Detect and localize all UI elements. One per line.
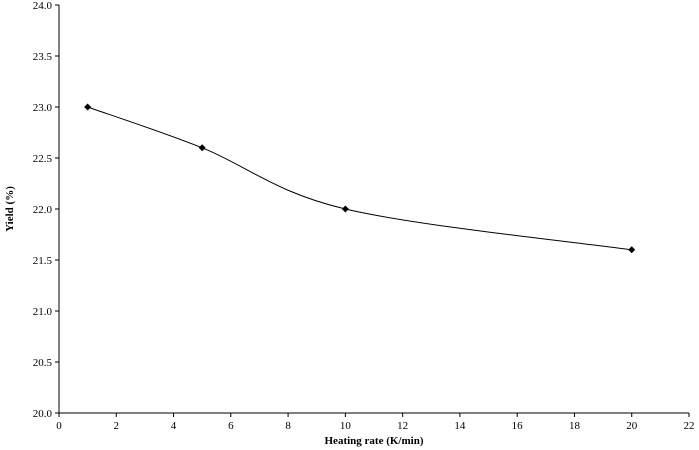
x-axis-ticks: 0 2 4 6 8 10 12 14 16 18 20 22 [56,413,695,432]
x-tick-label: 6 [228,420,234,432]
x-tick-label: 10 [340,420,352,432]
x-axis-title: Heating rate (K/min) [325,435,424,447]
data-point-marker [628,246,636,254]
series-markers [84,103,636,254]
series-line [87,106,632,251]
y-tick-label: 24.0 [33,0,53,12]
y-tick-label: 21.5 [33,255,53,267]
y-tick-label: 20.0 [33,408,53,420]
x-tick-label: 12 [397,420,408,432]
data-point-marker [198,144,206,152]
x-tick-label: 16 [512,420,524,432]
x-tick-label: 0 [56,420,62,432]
x-tick-label: 14 [454,420,466,432]
y-axis-title: Yield (%) [4,186,16,232]
x-tick-label: 4 [171,420,177,432]
x-tick-label: 20 [626,420,638,432]
x-tick-label: 8 [285,420,291,432]
y-axis-ticks: 20.0 20.5 21.0 21.5 22.0 22.5 23.0 23.5 24.0 [33,0,59,420]
x-tick-label: 2 [114,420,120,432]
y-tick-label: 21.0 [33,306,53,318]
data-point-marker [341,205,349,213]
y-tick-label: 22.0 [33,204,53,216]
plot-area: 20.0 20.5 21.0 21.5 22.0 22.5 23.0 23.5 24.0 0 2 4… [33,0,695,432]
y-tick-label: 23.0 [33,102,53,114]
y-tick-label: 20.5 [33,357,53,369]
x-tick-label: 22 [684,420,695,432]
y-tick-label: 23.5 [33,51,53,63]
y-tick-label: 22.5 [33,153,53,165]
data-point-marker [84,103,92,111]
x-tick-label: 18 [569,420,581,432]
